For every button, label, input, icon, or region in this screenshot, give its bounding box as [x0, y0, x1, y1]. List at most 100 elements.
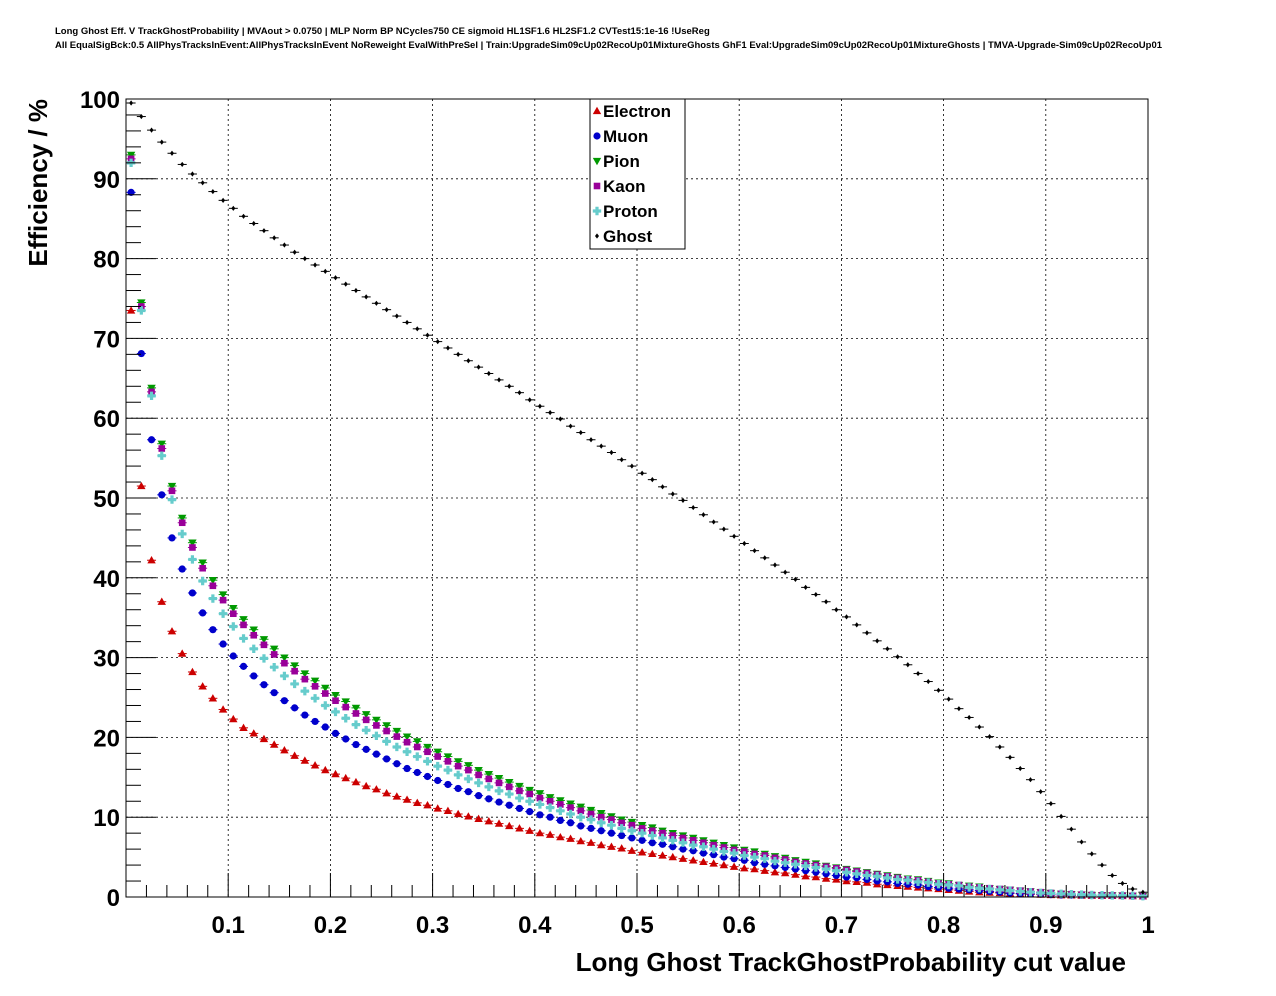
data-point	[842, 868, 851, 877]
data-point	[750, 852, 759, 862]
data-point	[188, 539, 197, 547]
data-point	[147, 384, 156, 393]
data-point	[812, 868, 820, 876]
data-point	[198, 576, 207, 586]
data-point	[975, 884, 984, 893]
data-point	[341, 773, 350, 782]
data-point	[967, 714, 972, 721]
data-point	[699, 842, 708, 851]
data-point	[241, 213, 246, 219]
data-point	[443, 806, 453, 814]
data-point	[781, 863, 789, 872]
x-axis-title: Long Ghost TrackGhostProbability cut val…	[576, 947, 1126, 977]
data-point	[331, 729, 340, 738]
data-point	[484, 770, 494, 779]
data-point	[250, 672, 258, 680]
data-point	[269, 740, 279, 748]
data-point	[341, 714, 350, 723]
data-point	[854, 622, 859, 628]
data-point	[824, 599, 829, 605]
data-point	[576, 803, 585, 812]
data-point	[987, 734, 992, 740]
data-point	[444, 780, 452, 789]
data-point	[689, 837, 697, 844]
data-point	[384, 307, 389, 313]
legend-item-kaon: Kaon	[593, 177, 646, 196]
data-point	[578, 429, 583, 436]
data-point	[1038, 789, 1043, 795]
data-point	[638, 836, 646, 844]
data-point	[434, 753, 442, 760]
data-point	[229, 652, 237, 660]
data-point	[1036, 888, 1045, 898]
data-point	[476, 364, 481, 370]
data-point	[556, 816, 564, 824]
data-point	[740, 851, 749, 860]
data-point	[1018, 765, 1023, 772]
data-point	[310, 677, 320, 685]
data-markers	[126, 100, 1148, 901]
data-point	[180, 161, 185, 168]
data-point	[507, 383, 512, 389]
data-point	[198, 682, 207, 690]
data-point	[679, 834, 687, 842]
data-point	[627, 826, 637, 835]
data-point	[701, 512, 706, 518]
data-point	[658, 851, 667, 859]
data-point	[239, 662, 248, 670]
legend-label: Proton	[603, 202, 658, 221]
data-point	[637, 828, 647, 838]
data-point	[415, 326, 420, 332]
data-point	[650, 477, 655, 483]
data-point	[423, 801, 432, 809]
data-point	[936, 687, 941, 693]
data-point	[597, 827, 605, 835]
data-point	[290, 751, 299, 759]
data-point	[300, 686, 310, 696]
data-point	[434, 776, 442, 785]
data-point	[137, 481, 146, 490]
data-point	[699, 849, 708, 857]
data-point	[290, 679, 299, 689]
data-point	[791, 865, 800, 873]
data-point	[269, 645, 279, 654]
data-point	[719, 860, 729, 869]
data-point	[742, 540, 747, 547]
data-point	[525, 826, 534, 834]
data-point	[393, 760, 401, 768]
data-point	[341, 698, 350, 706]
data-point	[158, 491, 166, 499]
data-point	[752, 548, 757, 554]
data-point	[658, 840, 667, 848]
data-point	[627, 846, 637, 854]
data-point	[392, 742, 402, 752]
data-point	[916, 670, 921, 677]
legend-marker	[593, 182, 601, 190]
data-point	[332, 697, 339, 704]
data-point	[259, 636, 269, 644]
data-point	[811, 872, 821, 881]
data-point	[1005, 886, 1015, 895]
x-tick-label: 0.3	[416, 912, 449, 939]
data-point	[382, 722, 391, 730]
data-point	[659, 829, 666, 837]
data-point	[167, 627, 177, 635]
data-point	[1026, 888, 1035, 897]
data-point	[311, 683, 319, 690]
data-point	[607, 829, 616, 837]
data-point	[465, 766, 472, 774]
data-point	[1016, 887, 1025, 896]
data-point	[331, 707, 340, 717]
legend-marker	[592, 106, 602, 115]
data-point	[413, 743, 421, 751]
data-point	[1097, 891, 1107, 900]
data-point	[1046, 889, 1056, 898]
data-point	[885, 646, 890, 652]
data-point	[372, 785, 381, 793]
data-point	[250, 631, 258, 639]
data-point	[464, 774, 473, 784]
data-point	[1118, 891, 1127, 900]
data-point	[780, 858, 790, 867]
data-point	[209, 582, 217, 590]
legend-item-pion: Pion	[592, 152, 640, 171]
